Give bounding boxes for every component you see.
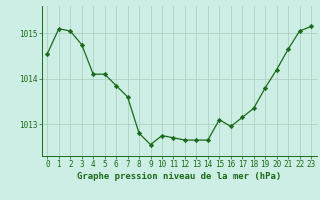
X-axis label: Graphe pression niveau de la mer (hPa): Graphe pression niveau de la mer (hPa) [77,172,281,181]
